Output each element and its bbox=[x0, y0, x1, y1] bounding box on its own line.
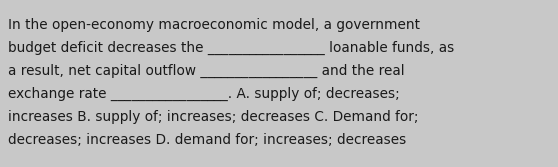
Text: exchange rate _________________. A. supply of; decreases;: exchange rate _________________. A. supp… bbox=[8, 87, 400, 101]
Text: In the open-economy macroeconomic model, a government: In the open-economy macroeconomic model,… bbox=[8, 18, 420, 32]
Text: a result, net capital outflow _________________ and the real: a result, net capital outflow __________… bbox=[8, 64, 405, 78]
Text: decreases; increases D. demand for; increases; decreases: decreases; increases D. demand for; incr… bbox=[8, 133, 406, 147]
Text: increases B. supply of; increases; decreases C. Demand for;: increases B. supply of; increases; decre… bbox=[8, 110, 418, 124]
Text: budget deficit decreases the _________________ loanable funds, as: budget deficit decreases the ___________… bbox=[8, 41, 454, 55]
